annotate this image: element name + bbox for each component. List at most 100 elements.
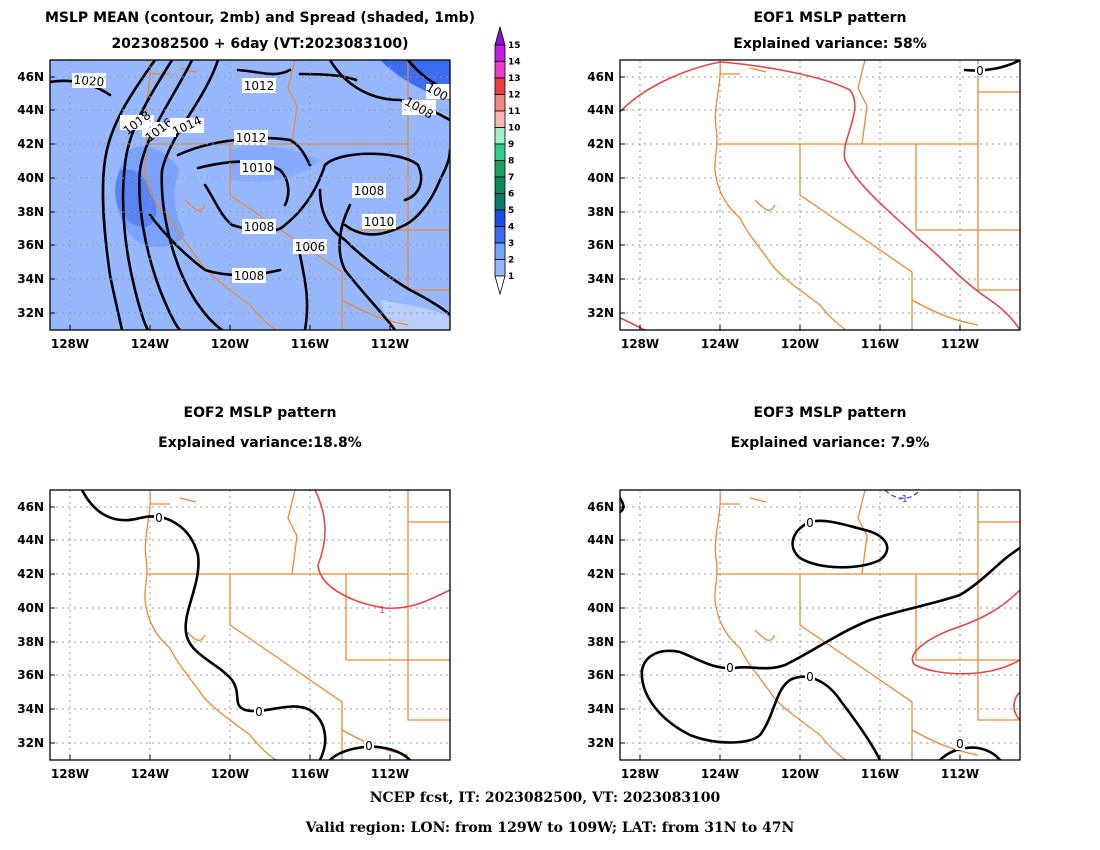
colorbar-box [494, 110, 506, 128]
contour-label: 1008 [354, 184, 385, 198]
colorbar-box [494, 193, 506, 211]
contour-label: -1 [898, 494, 908, 505]
lat-tick-label: 34N [17, 702, 44, 716]
mean-contour-labels: 1020 1018 1016 1014 1012 1012 1010 1010 … [72, 73, 450, 283]
lat-tick-label: 44N [17, 533, 44, 547]
eof3-labels: 0 0 0 0 -1 [725, 494, 965, 751]
colorbar-min-triangle [494, 275, 506, 296]
lon-tick-label: 112W [371, 767, 409, 781]
colorbar-box [494, 94, 506, 112]
lat-tick-label: 46N [17, 70, 44, 84]
lon-tick-label: 128W [621, 337, 659, 351]
contour-label: 0 [976, 64, 984, 78]
eof1-labels: 0 [975, 64, 985, 78]
lat-tick-label: 34N [17, 272, 44, 286]
contour-label: 1012 [236, 131, 267, 145]
panel4-title: EOF3 MSLP pattern [754, 405, 907, 421]
colorbar-box [494, 77, 506, 95]
colorbar-max-triangle [494, 25, 506, 46]
lon-tick-label: 124W [701, 337, 739, 351]
colorbar-box [494, 176, 506, 194]
lat-tick-label: 42N [587, 567, 614, 581]
lat-tick-label: 42N [587, 137, 614, 151]
colorbar-box [494, 127, 506, 145]
lat-tick-label: 34N [587, 702, 614, 716]
colorbar-box [494, 143, 506, 161]
lat-tick-label: 36N [17, 668, 44, 682]
lat-tick-label: 44N [587, 533, 614, 547]
colorbar-label: 9 [508, 140, 514, 150]
colorbar-box [494, 61, 506, 79]
lon-tick-label: 128W [621, 767, 659, 781]
panel3-title: EOF2 MSLP pattern [184, 405, 337, 421]
colorbar-label: 4 [508, 223, 514, 233]
lat-tick-label: 46N [587, 70, 614, 84]
contour-label: 1010 [364, 215, 395, 229]
lat-tick-label: 42N [17, 567, 44, 581]
lon-tick-label: 120W [211, 767, 249, 781]
colorbar-label: 3 [508, 239, 514, 249]
contour-label: 0 [155, 511, 163, 525]
spread-colorbar: 15 14 13 12 11 10 9 8 7 6 5 4 3 2 1 [494, 25, 521, 296]
axis-tick-labels: 46N 44N 42N 40N 38N 36N 34N 32N 128W 124W 120W 116W… [17, 70, 979, 781]
panel1-title: MSLP MEAN (contour, 2mb) and Spread (sha… [45, 10, 475, 26]
colorbar-label: 13 [508, 74, 521, 84]
lat-tick-label: 44N [17, 103, 44, 117]
contour-label: 1012 [244, 79, 275, 93]
lon-tick-label: 116W [291, 337, 329, 351]
colorbar-box [494, 160, 506, 178]
colorbar-label: 5 [508, 206, 514, 216]
lat-tick-label: 40N [587, 171, 614, 185]
lon-tick-label: 120W [211, 337, 249, 351]
colorbar-box [494, 44, 506, 62]
panel-eof2: 0 0 0 1 [49, 489, 451, 761]
geo-boundaries [714, 490, 1020, 760]
colorbar-label: 2 [508, 256, 514, 266]
lon-tick-label: 128W [51, 767, 89, 781]
colorbar-label: 7 [508, 173, 514, 183]
lat-tick-label: 38N [17, 205, 44, 219]
colorbar-label: 11 [508, 107, 521, 117]
contour-label: 0 [726, 661, 734, 675]
lat-tick-label: 38N [587, 635, 614, 649]
lat-tick-label: 32N [587, 306, 614, 320]
contour-label: 0 [806, 670, 814, 684]
geo-boundaries [144, 490, 450, 760]
colorbar-label: 15 [508, 41, 521, 51]
graticule [50, 60, 450, 330]
colorbar-label: 1 [508, 272, 514, 282]
contour-label: 1 [379, 605, 385, 616]
lat-tick-label: 38N [587, 205, 614, 219]
lat-tick-label: 34N [587, 272, 614, 286]
lat-tick-label: 40N [17, 171, 44, 185]
panel3-subtitle: Explained variance:18.8% [158, 435, 362, 451]
panel-eof3: 0 0 0 0 -1 [619, 489, 1021, 761]
lon-tick-label: 116W [861, 337, 899, 351]
lat-tick-label: 44N [587, 103, 614, 117]
geo-boundaries [714, 60, 1020, 330]
panel-eof1: 0 [619, 59, 1021, 331]
lon-tick-label: 112W [941, 337, 979, 351]
lat-tick-label: 36N [587, 668, 614, 682]
panel2-title: EOF1 MSLP pattern [754, 10, 907, 26]
lon-tick-label: 124W [131, 337, 169, 351]
contour-label: 1008 [234, 269, 265, 283]
lon-tick-label: 112W [941, 767, 979, 781]
footer-forecast-info: NCEP fcst, IT: 2023082500, VT: 202308310… [370, 790, 721, 806]
colorbar-label: 14 [508, 58, 521, 68]
colorbar-box [494, 209, 506, 227]
lat-tick-label: 46N [587, 500, 614, 514]
contour-label: 0 [365, 739, 373, 753]
panel-mean-spread: 1020 1018 1016 1014 1012 1012 1010 1010 … [49, 59, 451, 331]
contour-label: 1010 [242, 161, 273, 175]
lon-tick-label: 120W [781, 767, 819, 781]
panel4-subtitle: Explained variance: 7.9% [731, 435, 930, 451]
colorbar-box [494, 259, 506, 277]
contour-label: 0 [806, 516, 814, 530]
eof2-labels: 0 0 0 1 [154, 511, 385, 753]
lon-tick-label: 128W [51, 337, 89, 351]
eof3-contours [620, 490, 1020, 760]
lat-tick-label: 32N [587, 736, 614, 750]
lat-tick-label: 38N [17, 635, 44, 649]
